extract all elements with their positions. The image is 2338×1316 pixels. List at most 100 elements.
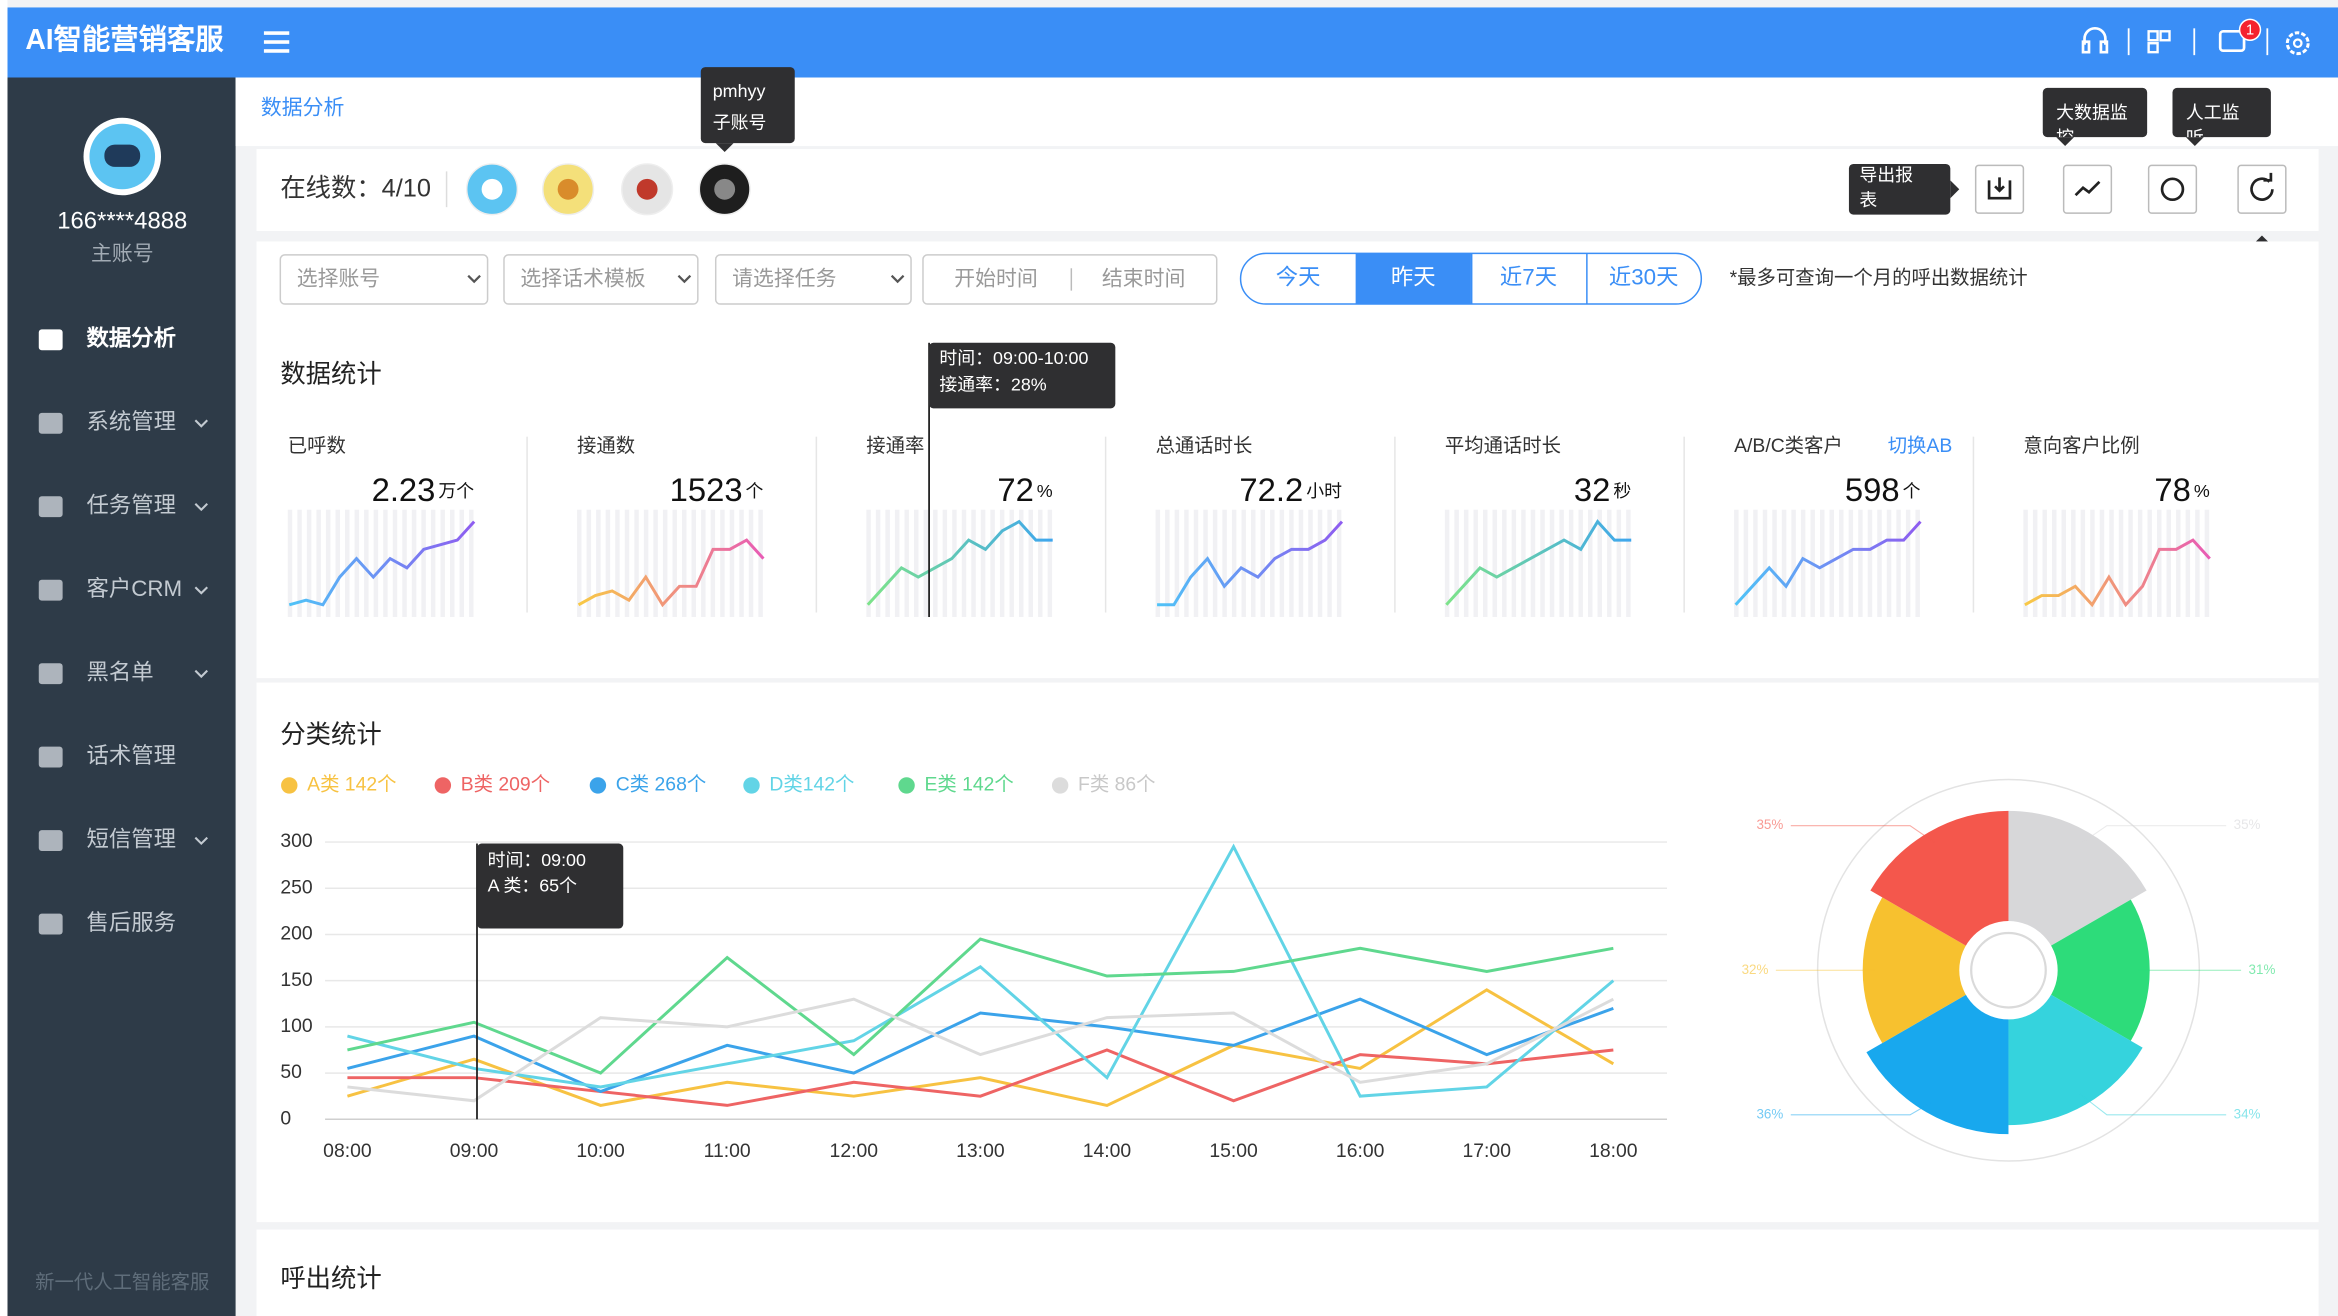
spark-stripe [440, 509, 445, 618]
select-placeholder: 请选择任务 [732, 268, 836, 291]
spark-stripe [1772, 509, 1777, 618]
series-line [347, 1048, 1614, 1107]
tooltip [928, 342, 1116, 409]
spark-stripe [1568, 509, 1574, 618]
spark-stripe [2109, 509, 2114, 618]
qr-icon[interactable] [2159, 30, 2171, 42]
select-placeholder: 选择账号 [297, 268, 380, 291]
range-button-active[interactable] [1355, 253, 1471, 305]
toolbar-button[interactable] [2147, 164, 2198, 214]
menu-icon[interactable] [38, 329, 63, 351]
spark-stripe [1260, 509, 1266, 618]
range-label: 近30天 [1609, 265, 1679, 290]
message-icon[interactable] [2218, 29, 2246, 53]
stat-value: 72% [997, 470, 1052, 507]
menu-toggle-bar[interactable] [263, 49, 290, 53]
select[interactable] [714, 254, 912, 305]
spark-stripe [1028, 509, 1034, 618]
tooltip [1848, 163, 1951, 215]
select-placeholder: 选择话术模板 [520, 268, 645, 291]
spark-stripe [1222, 509, 1227, 618]
menu-icon[interactable] [38, 663, 63, 685]
menu-icon[interactable] [38, 496, 63, 518]
legend-dot[interactable] [743, 777, 760, 794]
section-title: 分类统计 [280, 721, 381, 749]
settings-icon[interactable] [2285, 31, 2310, 56]
rose-sector[interactable] [2008, 970, 2143, 1126]
tooltip [2172, 87, 2271, 138]
qr-icon[interactable] [2147, 42, 2159, 54]
y-tick-label: 200 [280, 923, 313, 945]
rose-sector[interactable] [1870, 810, 2009, 971]
series-line [347, 843, 1615, 1098]
online-card [256, 149, 2319, 232]
spark-stripe [1607, 509, 1612, 618]
range-label: 今天 [1276, 265, 1321, 290]
stat-unit: % [1037, 481, 1053, 501]
menu-icon[interactable] [38, 913, 63, 935]
notice-count: 1 [2246, 22, 2254, 38]
spark-stripe [1905, 509, 1911, 618]
rose-sector[interactable] [2008, 899, 2150, 1041]
select[interactable] [279, 254, 489, 305]
app-title: AI智能营销客服 [25, 23, 224, 56]
menu-icon[interactable] [38, 746, 63, 768]
tooltip-text: 导出报表 [1859, 165, 1913, 210]
spark-stripe [2137, 509, 2143, 618]
menu-icon[interactable] [38, 579, 63, 601]
rose-sector[interactable] [1866, 970, 2009, 1135]
leader-line [2081, 825, 2227, 843]
spark-stripe [729, 509, 735, 618]
select-arrow [677, 274, 692, 284]
spark-stripe [952, 509, 957, 618]
spark-stripe [634, 509, 639, 618]
select[interactable] [503, 254, 699, 305]
legend-label: A类 142个 [307, 774, 396, 796]
submenu-arrow [194, 669, 208, 679]
spark-stripe [469, 509, 474, 618]
tooltip-text: pmhyy [713, 81, 766, 101]
date-range[interactable] [922, 254, 1218, 305]
qr-icon[interactable] [2147, 30, 2159, 42]
rose-sector[interactable] [1862, 897, 2009, 1044]
legend-dot[interactable] [1051, 777, 1069, 794]
legend-dot[interactable] [589, 777, 607, 794]
spark-stripe [1463, 509, 1469, 618]
menu-icon[interactable] [38, 830, 63, 852]
x-tick-label: 14:00 [1083, 1140, 1132, 1162]
switch-link[interactable]: 切换AB [1888, 435, 1953, 457]
series-line [347, 997, 1615, 1103]
legend-dot[interactable] [281, 777, 298, 794]
spark-stripe [1241, 509, 1246, 618]
rose-sector[interactable] [2008, 810, 2147, 971]
account-role: 主账号 [91, 242, 154, 265]
spark-stripe [885, 509, 890, 618]
spark-stripe [2118, 509, 2124, 618]
legend-label: B类 209个 [461, 774, 550, 796]
avatar-detail [557, 178, 579, 200]
spark-stripe [1587, 509, 1593, 618]
spark-stripe [1298, 509, 1304, 618]
menu-toggle-bar[interactable] [263, 40, 290, 44]
stat-value: 32 秒 [1574, 470, 1631, 507]
x-tick-label: 08:00 [323, 1140, 372, 1162]
headset-icon[interactable] [2081, 27, 2109, 54]
toolbar-button[interactable] [2237, 164, 2287, 214]
header-separator [2266, 28, 2269, 56]
spark-stripe [459, 509, 465, 618]
spark-stripe [710, 509, 716, 618]
x-tick-label: 16:00 [1336, 1140, 1385, 1162]
menu-icon[interactable] [38, 412, 63, 434]
tooltip-group: 人工监听 [2186, 102, 2240, 137]
spark-stripe [875, 509, 881, 618]
range-divider [1470, 253, 1473, 305]
spark-stripe [2128, 509, 2133, 618]
menu-toggle-bar[interactable] [263, 31, 290, 35]
legend-dot[interactable] [898, 777, 915, 794]
toolbar-button[interactable] [2062, 164, 2113, 214]
spark-stripe [999, 509, 1005, 618]
legend-dot[interactable] [434, 777, 452, 794]
legend-label: C类 268个 [616, 774, 706, 796]
tooltip-text: A 类：65个 [488, 875, 578, 895]
spark-stripe [1231, 509, 1237, 618]
